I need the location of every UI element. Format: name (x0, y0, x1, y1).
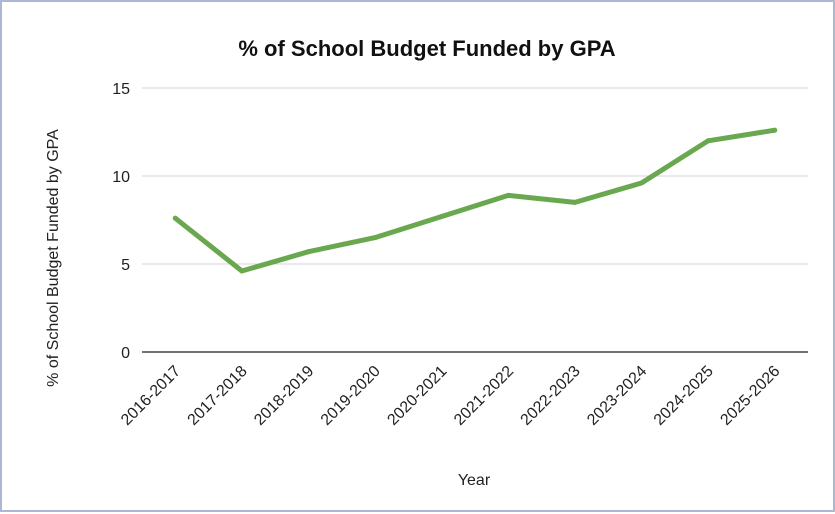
x-tick-label: 2020-2021 (384, 363, 450, 429)
y-tick-label: 0 (121, 345, 130, 362)
x-tick-label: 2017-2018 (185, 363, 251, 429)
x-tick-label: 2023-2024 (584, 363, 650, 429)
gridlines (142, 87, 808, 353)
data-point (439, 213, 445, 219)
y-tick-label: 15 (112, 81, 130, 98)
y-tick-label: 5 (121, 257, 130, 274)
data-point (306, 249, 311, 255)
x-tick-label: 2022-2023 (518, 363, 584, 429)
x-tick-label: 2016-2017 (118, 363, 184, 429)
data-point (639, 180, 644, 186)
x-tick-label: 2024-2025 (651, 363, 717, 429)
data-point (372, 235, 378, 241)
data-point (505, 192, 511, 198)
data-point (772, 127, 778, 133)
x-axis-label: Year (458, 472, 491, 489)
x-tick-label: 2021-2022 (451, 363, 517, 429)
data-point (172, 215, 178, 221)
y-axis-ticks: 0 5 10 15 (112, 81, 130, 362)
chart-title: % of School Budget Funded by GPA (238, 36, 615, 61)
series-line (172, 127, 778, 274)
y-axis-label: % of School Budget Funded by GPA (45, 129, 62, 387)
x-axis-ticks: 2016-2017 2017-2018 2018-2019 2019-2020 2020… (118, 363, 784, 429)
y-tick-label: 10 (112, 169, 130, 186)
x-tick-label: 2018-2019 (251, 363, 317, 429)
x-tick-label: 2025-2026 (717, 363, 783, 429)
data-point (572, 199, 578, 205)
data-point (239, 268, 245, 274)
data-point (705, 138, 711, 144)
x-tick-label: 2019-2020 (318, 363, 384, 429)
series-group (172, 127, 778, 274)
